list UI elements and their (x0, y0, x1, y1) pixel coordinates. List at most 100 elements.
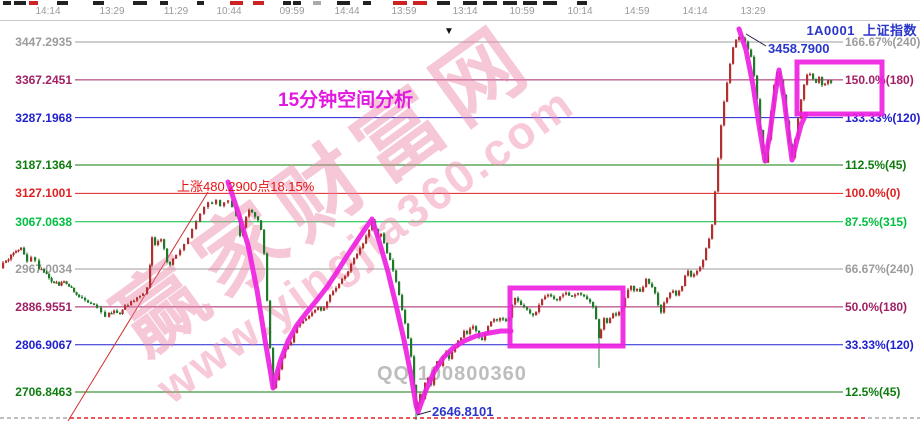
instrument-code: 1A0001 (806, 23, 855, 38)
candle (809, 73, 812, 76)
toolbar-button-fragment[interactable] (437, 1, 450, 5)
toolbar-button-fragment[interactable] (337, 1, 350, 5)
candle (580, 293, 583, 295)
candle (514, 297, 517, 305)
candle (484, 333, 487, 340)
candle (223, 202, 226, 207)
instrument-title: 1A0001 上证指数 (798, 20, 917, 39)
time-label: 13:14 (452, 6, 478, 17)
candle (413, 356, 416, 385)
candle (559, 296, 562, 301)
candle (472, 326, 475, 329)
candle (481, 337, 484, 340)
time-label: 11:29 (163, 6, 189, 17)
candle (26, 254, 29, 262)
candle (633, 286, 636, 291)
candle (23, 247, 26, 255)
candle (606, 318, 609, 323)
toolbar-button-fragment[interactable] (160, 1, 168, 5)
candle (747, 41, 750, 50)
candle (699, 267, 702, 271)
toolbar-button-fragment[interactable] (283, 1, 291, 5)
candle (639, 288, 642, 292)
candle (263, 229, 266, 254)
toolbar-button-fragment[interactable] (393, 1, 407, 5)
candle (389, 252, 392, 261)
candle (720, 125, 723, 159)
candle (827, 80, 830, 84)
candle (463, 330, 466, 338)
toolbar-button-fragment[interactable] (363, 1, 371, 5)
toolbar-button-fragment[interactable] (253, 1, 264, 5)
candle (356, 253, 359, 259)
candle (365, 236, 368, 244)
toolbar-button-fragment[interactable] (413, 1, 427, 5)
candle (735, 39, 738, 48)
candle (104, 312, 107, 317)
trendline (67, 191, 209, 422)
toolbar-button-fragment[interactable] (29, 1, 38, 5)
candle (368, 229, 371, 237)
candle (326, 301, 329, 308)
toolbar-button-fragment[interactable] (133, 1, 147, 5)
toolbar-button-fragment[interactable] (483, 1, 497, 5)
candle (520, 301, 523, 305)
candle (618, 312, 621, 316)
toolbar-button-fragment[interactable] (14, 1, 26, 5)
candle (211, 202, 214, 204)
candle (466, 330, 469, 334)
candle (48, 273, 51, 279)
candle (583, 294, 586, 297)
toolbar-button-fragment[interactable] (543, 1, 557, 5)
candle (612, 313, 615, 319)
candle (598, 319, 601, 339)
toolbar-button-fragment[interactable] (230, 1, 243, 5)
candle (183, 243, 186, 251)
candle (556, 298, 559, 301)
toolbar-button-fragment[interactable] (57, 1, 68, 5)
toolbar-button-fragment[interactable] (197, 1, 204, 5)
dropdown-marker-icon[interactable]: ▼ (444, 26, 454, 37)
candle (553, 296, 556, 299)
candle (568, 292, 571, 296)
candle (7, 259, 10, 261)
candle (119, 312, 122, 315)
toolbar-strip[interactable] (0, 0, 920, 7)
candle (308, 315, 311, 319)
candle (690, 270, 693, 277)
candle (627, 289, 630, 298)
candle (392, 260, 395, 271)
candle (603, 318, 606, 330)
candle (130, 301, 133, 306)
candle (311, 312, 314, 316)
toolbar-button-fragment[interactable] (463, 1, 477, 5)
percent-label: 50.0%(180) (845, 299, 908, 314)
candle (157, 241, 160, 245)
candle (726, 82, 729, 102)
candle (60, 282, 63, 286)
percent-label: 100.0%(0) (845, 186, 901, 201)
toolbar-button-fragment[interactable] (313, 1, 321, 5)
candle (642, 286, 645, 292)
candle (586, 296, 589, 300)
toolbar-button-fragment[interactable] (577, 1, 587, 5)
toolbar-button-fragment[interactable] (523, 1, 537, 5)
toolbar-button-fragment[interactable] (93, 1, 104, 5)
candle (824, 83, 827, 86)
toolbar-button-fragment[interactable] (293, 1, 301, 5)
candle (116, 310, 119, 313)
candle (335, 287, 338, 292)
candle (347, 271, 350, 276)
candle (332, 291, 335, 296)
time-label: 14:59 (624, 6, 650, 17)
price-label: 2886.9551 (15, 299, 72, 314)
candle (666, 297, 669, 303)
candle (175, 254, 178, 259)
time-label: 13:29 (99, 6, 125, 17)
candle (538, 304, 541, 313)
price-label: 2706.8463 (15, 385, 72, 399)
toolbar-button-fragment[interactable] (503, 1, 517, 5)
toolbar-button-fragment[interactable] (3, 1, 11, 5)
